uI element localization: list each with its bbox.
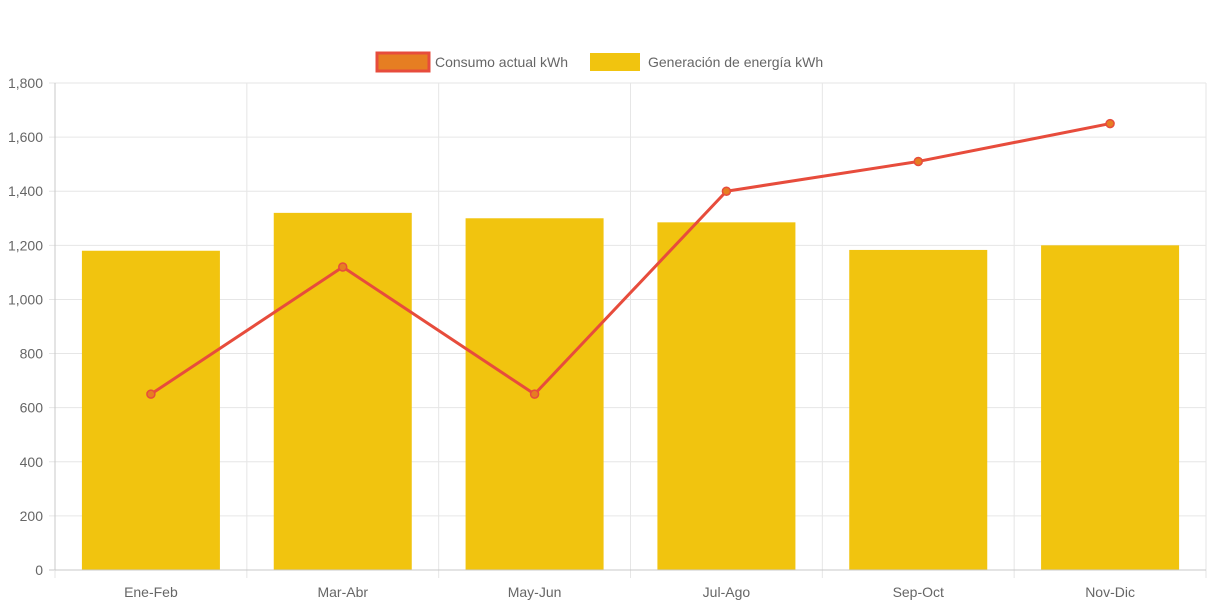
bar-generacion[interactable] <box>81 250 220 570</box>
x-tick-label: Sep-Oct <box>893 584 944 600</box>
x-tick-label: Nov-Dic <box>1085 584 1135 600</box>
x-tick-label: Mar-Abr <box>317 584 368 600</box>
x-tick-label: Ene-Feb <box>124 584 178 600</box>
line-consumo <box>150 122 1111 396</box>
legend-label-generacion: Generación de energía kWh <box>648 54 823 70</box>
y-tick-label: 1,200 <box>8 237 43 253</box>
y-tick-label: 200 <box>20 508 44 524</box>
y-tick-label: 0 <box>35 562 43 578</box>
y-axis-ticks: 0 200 400 600 800 1,000 1,200 1,400 1,600 1,800 <box>8 75 43 578</box>
y-tick-label: 1,000 <box>8 291 43 307</box>
y-tick-label: 1,600 <box>8 129 43 145</box>
legend-item-generacion[interactable]: Generación de energía kWh <box>590 53 823 71</box>
x-tick-label: May-Jun <box>508 584 562 600</box>
point-consumo[interactable] <box>913 156 923 167</box>
legend-swatch-generacion <box>590 53 640 71</box>
bar-generacion[interactable] <box>1041 245 1180 571</box>
legend-swatch-consumo <box>375 51 431 73</box>
y-tick-label: 1,800 <box>8 75 43 91</box>
bar-generacion[interactable] <box>657 222 796 570</box>
point-consumo[interactable] <box>721 186 732 196</box>
y-tick-label: 600 <box>20 400 44 416</box>
point-consumo[interactable] <box>529 389 540 399</box>
axes <box>54 83 1206 571</box>
bar-generacion[interactable] <box>273 212 412 570</box>
x-tick-label: Jul-Ago <box>703 584 751 600</box>
point-consumo[interactable] <box>338 262 348 272</box>
y-tick-label: 1,400 <box>8 183 43 199</box>
point-consumo[interactable] <box>1105 118 1115 129</box>
y-tick-label: 400 <box>20 454 44 470</box>
bar-generacion[interactable] <box>849 249 988 570</box>
x-axis-ticks: Ene-Feb Mar-Abr May-Jun Jul-Ago Sep-Oct Nov-D… <box>124 584 1135 600</box>
line-series <box>146 118 1115 399</box>
legend-item-consumo[interactable]: Consumo actual kWh <box>375 51 568 73</box>
legend[interactable]: Consumo actual kWh Generación de energía… <box>375 51 823 73</box>
grid-lines <box>49 82 1207 578</box>
y-tick-label: 800 <box>20 346 44 362</box>
point-consumo[interactable] <box>146 389 156 399</box>
legend-label-consumo: Consumo actual kWh <box>435 54 568 70</box>
